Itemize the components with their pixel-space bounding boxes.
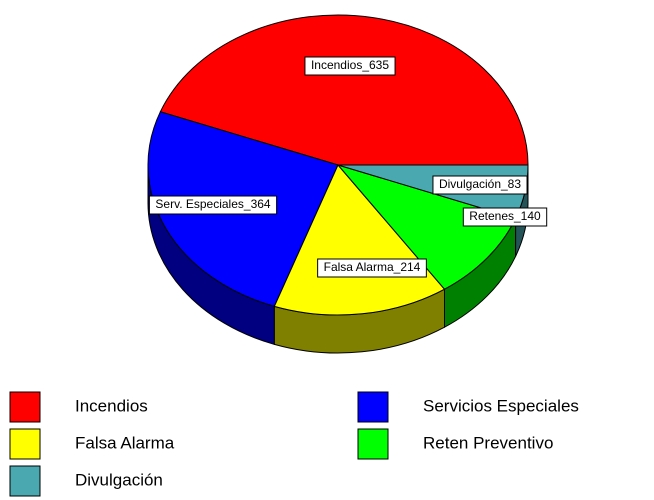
label-text: Divulgación_83 — [439, 177, 521, 191]
label-text: Incendios_635 — [311, 58, 389, 72]
legend-label: Incendios — [75, 396, 148, 415]
label-box — [304, 56, 396, 76]
data-label: Falsa Alarma_214 — [317, 258, 427, 278]
legend-label: Falsa Alarma — [75, 433, 175, 452]
data-label: Serv. Especiales_364 — [148, 195, 278, 215]
data-label: Incendios_635 — [304, 56, 396, 76]
legend-label: Reten Preventivo — [423, 433, 553, 452]
legend-swatch — [357, 428, 389, 460]
label-box — [317, 258, 427, 278]
legend-label: Divulgación — [75, 470, 163, 489]
label-text: Serv. Especiales_364 — [155, 197, 271, 211]
label-text: Falsa Alarma_214 — [324, 260, 421, 274]
label-box — [462, 207, 548, 227]
label-box — [432, 175, 528, 195]
data-label: Divulgación_83 — [432, 175, 528, 195]
legend-swatch — [9, 428, 41, 460]
slice — [159, 14, 529, 166]
data-label: Retenes_140 — [462, 207, 548, 227]
label-box — [148, 195, 278, 215]
label-text: Retenes_140 — [469, 209, 541, 223]
legend-swatch — [357, 391, 389, 423]
legend-label: Servicios Especiales — [423, 396, 579, 415]
legend-swatch — [9, 465, 41, 497]
legend-swatch — [9, 391, 41, 423]
